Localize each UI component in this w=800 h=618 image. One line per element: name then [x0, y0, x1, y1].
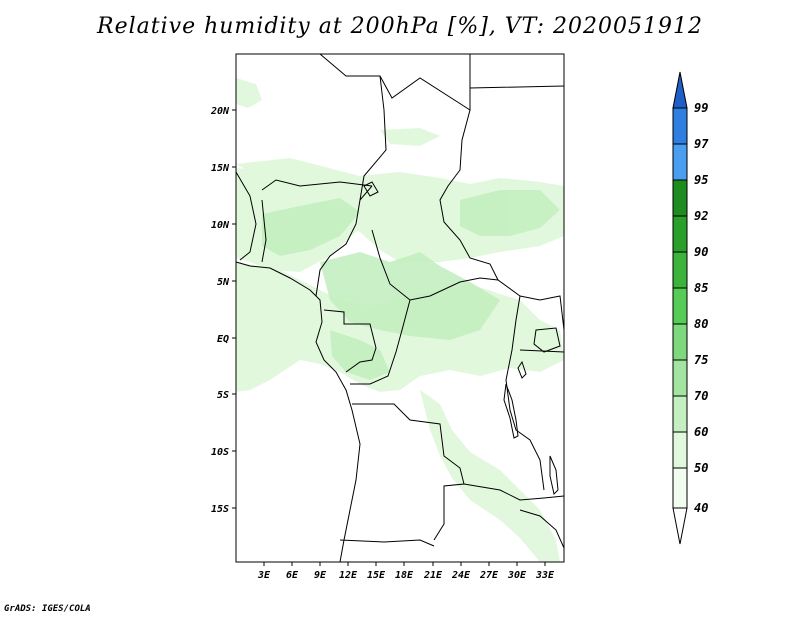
border-drc-east — [505, 295, 545, 491]
lon-label: 33E — [535, 570, 555, 581]
shading-core-central — [320, 252, 500, 340]
lake-tanganyika — [503, 383, 519, 439]
colorbar-segment-95-97 — [672, 143, 688, 181]
colorbar-labels: 99 97 95 92 90 85 80 75 70 60 50 40 — [694, 101, 709, 515]
lat-label: 5N — [217, 277, 230, 288]
coastline-north-gulf — [235, 171, 257, 261]
lon-label: 6E — [286, 570, 299, 581]
colorbar-segment-60-70 — [672, 395, 688, 433]
lon-labels: 3E 6E 9E 12E 15E 18E 21E 24E 27E 30E 33E — [257, 570, 555, 581]
lat-label: 5S — [217, 390, 229, 401]
humidity-shading-darker — [262, 190, 560, 380]
lakes — [363, 181, 561, 495]
border-benin — [261, 199, 267, 263]
colorbar-label: 75 — [694, 353, 708, 367]
border-car-north — [371, 229, 521, 301]
lat-labels: 20N 15N 10N 5N EQ 5S 10S 15S — [210, 106, 230, 515]
colorbar-segment-75-80 — [672, 323, 688, 361]
colorbar-top-arrow — [672, 71, 688, 109]
colorbar-label: 95 — [694, 173, 708, 187]
lon-axis — [263, 562, 546, 566]
colorbar-segment-97-99 — [672, 107, 688, 145]
lake-kivu — [517, 360, 527, 379]
border-uganda-kenya — [519, 295, 565, 331]
lon-label: 15E — [367, 570, 386, 581]
colorbar-segment-90-92 — [672, 215, 688, 253]
border-congo-drc — [350, 299, 411, 385]
colorbar-bottom-arrow — [672, 507, 688, 545]
country-borders — [235, 53, 565, 563]
lat-label: 20N — [210, 106, 230, 117]
border-nile-upper — [469, 54, 565, 110]
lat-label: EQ — [217, 334, 229, 345]
coastline-west — [235, 261, 361, 563]
colorbar-segment-70-75 — [672, 359, 688, 397]
shading-east-africa — [420, 390, 560, 562]
colorbar-label: 92 — [694, 209, 708, 223]
lake-chad — [363, 181, 379, 197]
lon-label: 30E — [507, 570, 527, 581]
colorbar-label: 99 — [694, 101, 708, 115]
lon-label: 21E — [423, 570, 443, 581]
grads-credit: GrADS: IGES/COLA — [4, 604, 91, 614]
shading-band-core-east — [460, 190, 560, 236]
lon-label: 24E — [451, 570, 471, 581]
map-frame — [235, 53, 565, 563]
colorbar-segment-50-60 — [672, 431, 688, 469]
lat-axis — [232, 109, 236, 509]
colorbar-segment-85-90 — [672, 251, 688, 289]
colorbar-label: 70 — [694, 389, 708, 403]
lake-victoria — [533, 327, 561, 353]
border-drc-angola — [352, 403, 465, 541]
colorbar-label: 60 — [694, 425, 708, 439]
shading-north-streak — [380, 128, 440, 146]
border-zambia — [463, 483, 565, 501]
colorbar — [672, 71, 688, 545]
colorbar-segment-80-85 — [672, 287, 688, 325]
lat-label: 10S — [211, 447, 229, 458]
colorbar-label: 80 — [694, 317, 708, 331]
border-nigeria-cameroon — [315, 185, 373, 297]
colorbar-label: 40 — [694, 501, 708, 515]
border-mozambique — [519, 509, 565, 549]
border-niger-chad — [359, 75, 387, 201]
border-angola-namibia — [339, 539, 435, 547]
map-title: Relative humidity at 200hPa [%], VT: 202… — [97, 14, 703, 39]
shading-band-core-west — [262, 198, 360, 256]
colorbar-segment-92-95 — [672, 179, 688, 217]
lake-malawi — [549, 455, 559, 495]
lon-label: 9E — [314, 570, 327, 581]
shading-nw-corner — [236, 78, 262, 108]
lat-label: 15S — [211, 504, 229, 515]
border-gabon — [323, 309, 377, 373]
colorbar-label: 50 — [694, 461, 708, 475]
lat-label: 10N — [211, 220, 230, 231]
lon-label: 27E — [479, 570, 499, 581]
colorbar-label: 97 — [694, 137, 709, 151]
lat-label: 15N — [211, 163, 230, 174]
border-west-inner — [261, 179, 373, 191]
shading-congo-core — [330, 330, 390, 380]
lon-label: 18E — [395, 570, 414, 581]
colorbar-label: 85 — [694, 281, 708, 295]
lon-label: 12E — [339, 570, 358, 581]
colorbar-segment-40-50 — [672, 467, 688, 509]
lon-label: 3E — [257, 570, 271, 581]
colorbar-label: 90 — [694, 245, 708, 259]
border-chad-sudan — [439, 109, 499, 281]
